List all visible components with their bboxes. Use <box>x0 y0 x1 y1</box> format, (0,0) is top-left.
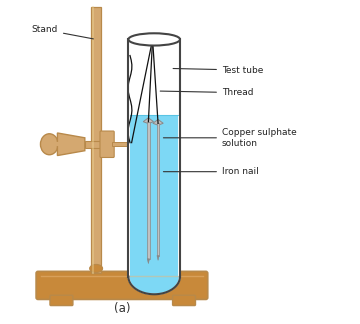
FancyBboxPatch shape <box>50 295 73 306</box>
FancyBboxPatch shape <box>100 131 114 157</box>
Polygon shape <box>57 133 85 156</box>
Text: Thread: Thread <box>160 88 253 97</box>
Text: (a): (a) <box>114 302 130 315</box>
Text: Test tube: Test tube <box>173 65 263 75</box>
Polygon shape <box>147 259 149 264</box>
Bar <box>130 115 178 276</box>
Text: Iron nail: Iron nail <box>163 167 259 176</box>
Bar <box>85 141 101 148</box>
Polygon shape <box>153 120 163 125</box>
FancyBboxPatch shape <box>36 272 208 299</box>
Bar <box>147 122 149 259</box>
Text: Copper sulphate
solution: Copper sulphate solution <box>163 128 297 147</box>
Bar <box>112 142 130 146</box>
Polygon shape <box>129 276 180 294</box>
Ellipse shape <box>129 33 180 46</box>
Text: Stand: Stand <box>32 25 93 39</box>
Polygon shape <box>143 118 154 124</box>
FancyBboxPatch shape <box>172 295 195 306</box>
Bar <box>91 7 101 273</box>
Polygon shape <box>130 276 178 293</box>
Bar <box>129 40 180 276</box>
Ellipse shape <box>90 264 103 272</box>
Polygon shape <box>157 256 159 260</box>
Bar <box>157 123 159 256</box>
Ellipse shape <box>40 134 58 155</box>
